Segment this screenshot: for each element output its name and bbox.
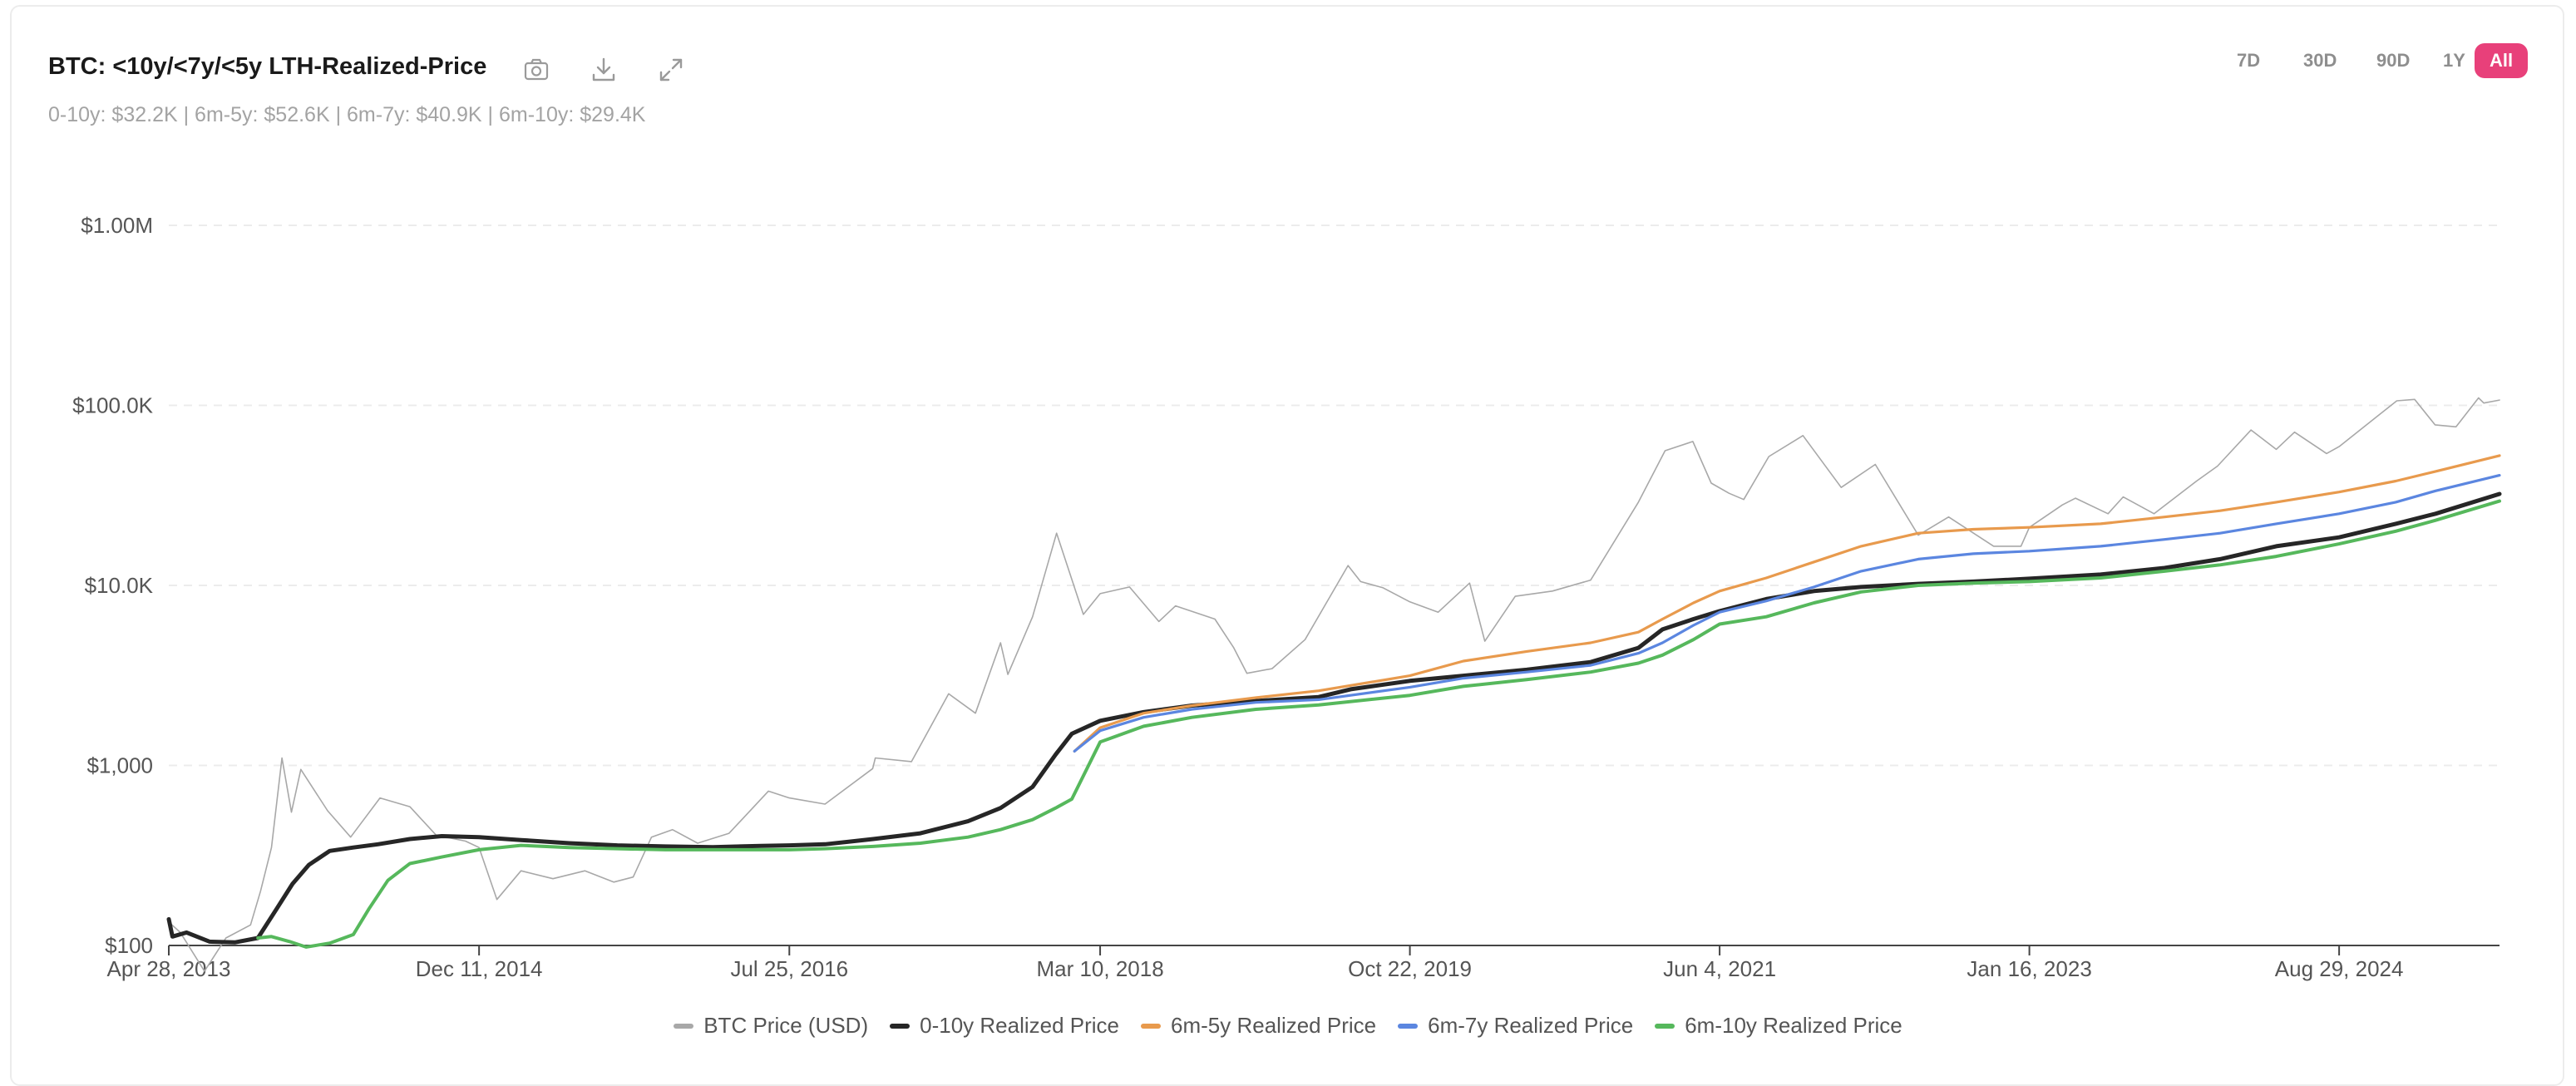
legend-item[interactable]: 0-10y Realized Price — [890, 1013, 1119, 1039]
chart-card — [10, 5, 2564, 1086]
x-tick-label: Jul 25, 2016 — [730, 956, 848, 981]
series-line-6m-5y-realized-price — [1073, 454, 2501, 753]
legend-label: 6m-7y Realized Price — [1428, 1013, 1634, 1038]
x-tick-label: Mar 10, 2018 — [1036, 956, 1163, 981]
range-90d-button[interactable]: 90D — [2376, 50, 2411, 71]
range-30d-button[interactable]: 30D — [2303, 50, 2337, 71]
camera-icon[interactable] — [520, 53, 553, 86]
legend-swatch — [674, 1023, 694, 1029]
range-1y-button[interactable]: 1Y — [2443, 50, 2465, 71]
y-tick-label: $100 — [105, 933, 153, 958]
legend-item[interactable]: BTC Price (USD) — [674, 1013, 868, 1039]
x-tick-label: Jun 4, 2021 — [1663, 956, 1776, 981]
x-tick-label: Jan 16, 2023 — [1967, 956, 2091, 981]
x-tick-label: Oct 22, 2019 — [1348, 956, 1472, 981]
expand-icon[interactable] — [654, 53, 688, 86]
legend-swatch — [1398, 1023, 1419, 1029]
legend-label: BTC Price (USD) — [703, 1013, 869, 1038]
legend-label: 6m-5y Realized Price — [1171, 1013, 1377, 1038]
line-chart: $100 $1,000 $10.0K $100.0K $1.00M Apr 28, 201… — [72, 213, 2502, 981]
legend-item[interactable]: 6m-10y Realized Price — [1655, 1013, 1902, 1039]
y-tick-label: $1.00M — [81, 213, 153, 238]
series-line-6m-10y-realized-price — [256, 499, 2501, 949]
legend-item[interactable]: 6m-7y Realized Price — [1398, 1013, 1633, 1039]
legend-label: 0-10y Realized Price — [920, 1013, 1120, 1038]
legend-swatch — [1655, 1023, 1675, 1029]
range-all-button[interactable]: All — [2475, 43, 2529, 78]
series-line-btc-price-usd — [168, 397, 2500, 972]
x-tick-label: Apr 28, 2013 — [107, 956, 231, 981]
y-tick-label: $100.0K — [72, 393, 154, 418]
range-7d-button[interactable]: 7D — [2237, 50, 2261, 71]
chart-legend: BTC Price (USD) 0-10y Realized Price 6m-5y… — [0, 1013, 2576, 1039]
y-tick-label: $1,000 — [86, 753, 153, 778]
chart-subtitle: 0-10y: $32.2K | 6m-5y: $52.6K | 6m-7y: $… — [48, 103, 646, 126]
legend-item[interactable]: 6m-5y Realized Price — [1141, 1013, 1376, 1039]
legend-label: 6m-10y Realized Price — [1685, 1013, 1902, 1038]
x-tick-label: Aug 29, 2024 — [2275, 956, 2404, 981]
download-icon[interactable] — [587, 53, 620, 86]
legend-swatch — [890, 1023, 910, 1029]
series-line-0-10y-realized-price — [166, 491, 2502, 945]
y-tick-label: $10.0K — [85, 573, 154, 598]
x-tick-label: Dec 11, 2014 — [416, 956, 543, 981]
series-line-6m-7y-realized-price — [1073, 474, 2501, 753]
legend-swatch — [1141, 1023, 1162, 1029]
chart-title: BTC: <10y/<7y/<5y LTH-Realized-Price — [48, 53, 487, 80]
